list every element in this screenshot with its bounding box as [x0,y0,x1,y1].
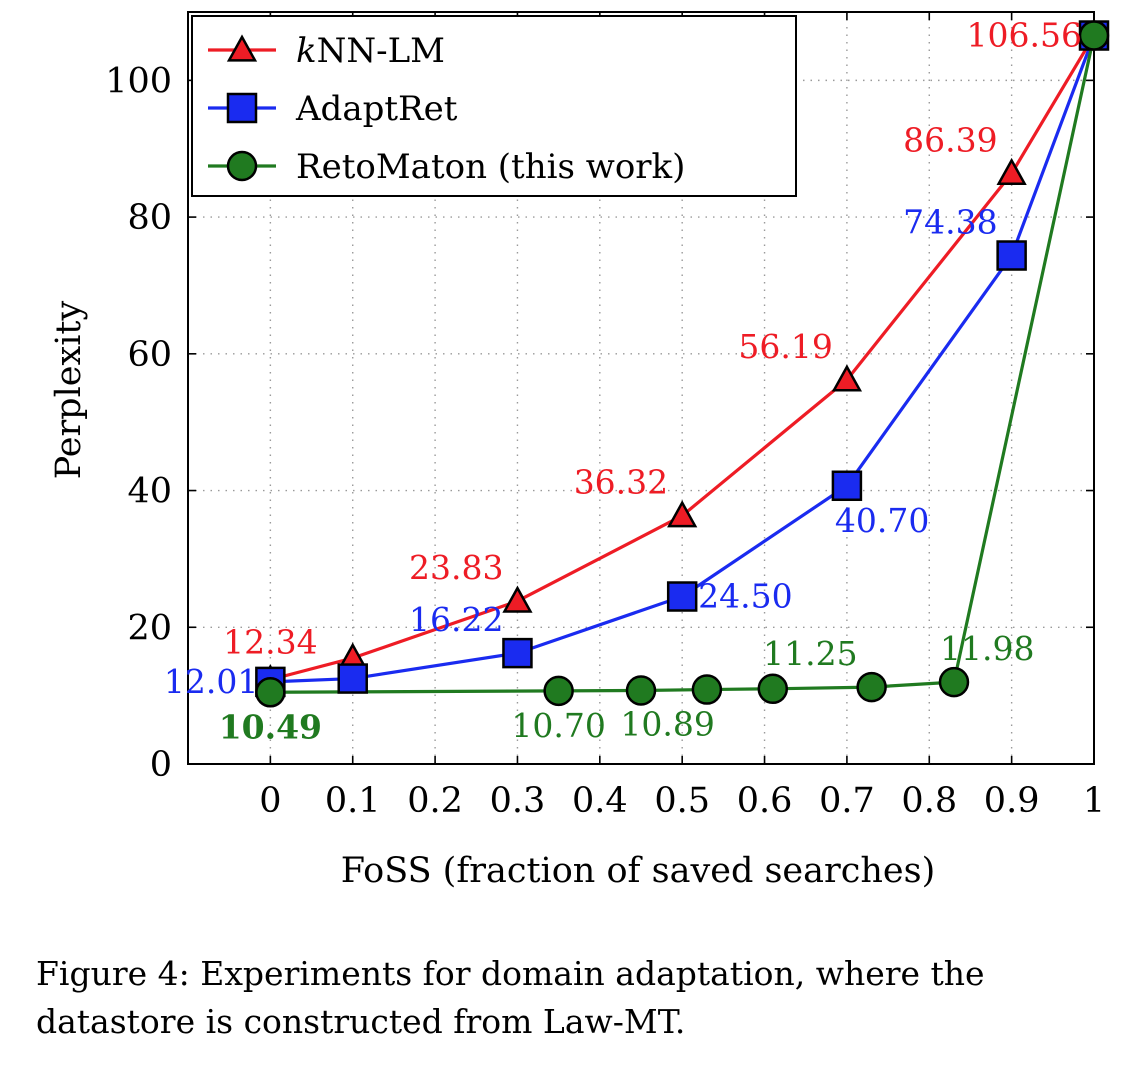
legend-marker [226,92,258,124]
x-axis-label: FoSS (fraction of saved searches) [341,851,935,891]
data-label: 12.01 [164,662,258,701]
data-point-circle [255,677,286,708]
axes: 0 0.1 0.2 0.3 0.4 0.5 0.6 0.7 0.8 0.9 1 0 20 40 60 80 10… [105,12,1105,821]
plot-frame [187,11,1095,765]
legend-label: AdaptRet [295,89,458,129]
x-tick-label: 0.6 [737,781,793,821]
data-label: 74.38 [903,203,997,242]
legend-label: kNN-LM [296,31,445,71]
data-point-circle [938,666,970,698]
data-point-circle [625,675,657,706]
data-point-circle [691,674,723,705]
data-point-triangle [502,585,533,613]
data-label: 11.98 [940,629,1034,668]
figure-caption: Figure 4: Experiments for domain adaptat… [36,954,985,1041]
y-tick-label: 40 [127,472,172,512]
x-tick-label: 0.3 [490,781,546,821]
x-tick-label: 1 [1083,781,1105,821]
y-tick-label: 20 [127,608,172,648]
data-point-circle [757,673,789,705]
legend-label: RetoMaton (this work) [296,147,685,187]
y-tick-label: 100 [105,61,172,101]
x-tick-label: 0.9 [984,781,1040,821]
data-point-triangle [831,364,863,392]
data-label: 10.49 [219,707,322,746]
y-tick-label: 0 [150,745,172,785]
legend-marker [226,34,258,62]
data-label: 24.50 [698,577,792,616]
data-point-triangle [996,157,1027,186]
data-label: 56.19 [738,327,832,366]
data-point-circle [543,675,574,707]
x-tick-label: 0.8 [901,781,957,821]
x-tick-label: 0 [259,781,281,821]
series-layer [255,19,1110,708]
data-label: 12.34 [223,623,317,662]
data-point-square [502,637,533,669]
legend-marker [226,150,258,182]
x-tick-label: 0.2 [407,781,463,821]
data-label: 11.25 [763,634,857,673]
data-label: 23.83 [409,548,503,587]
data-labels: 12.34 23.83 36.32 56.19 86.39 106.56 12.01 16.2… [164,16,1082,747]
legend: kNN-LM AdaptRet RetoMaton (this work) [191,15,797,197]
data-label: 106.56 [967,16,1082,55]
y-axis-label: Perplexity [49,301,89,480]
chart: 0 0.1 0.2 0.3 0.4 0.5 0.6 0.7 0.8 0.9 1 0 20 40 60 80 10… [49,11,1110,891]
data-point-triangle [667,500,698,528]
legend-box [191,15,797,197]
data-point-circle [856,671,887,703]
data-label: 36.32 [574,463,668,502]
y-tick-label: 60 [127,335,172,375]
data-label: 40.70 [835,501,929,540]
data-label: 10.70 [511,706,605,745]
data-point-square [831,470,863,502]
data-point-square [337,663,368,694]
data-point-square [666,581,698,612]
data-label: 16.22 [409,600,503,639]
data-label: 86.39 [903,120,997,159]
x-tick-label: 0.4 [572,781,628,821]
data-label: 10.89 [620,705,714,744]
data-point-square [996,240,1027,271]
x-tick-label: 0.7 [819,781,875,821]
y-tick-label: 80 [127,198,172,238]
x-tick-label: 0.1 [325,781,381,821]
x-tick-label: 0.5 [654,781,710,821]
data-point-circle [1078,20,1110,51]
